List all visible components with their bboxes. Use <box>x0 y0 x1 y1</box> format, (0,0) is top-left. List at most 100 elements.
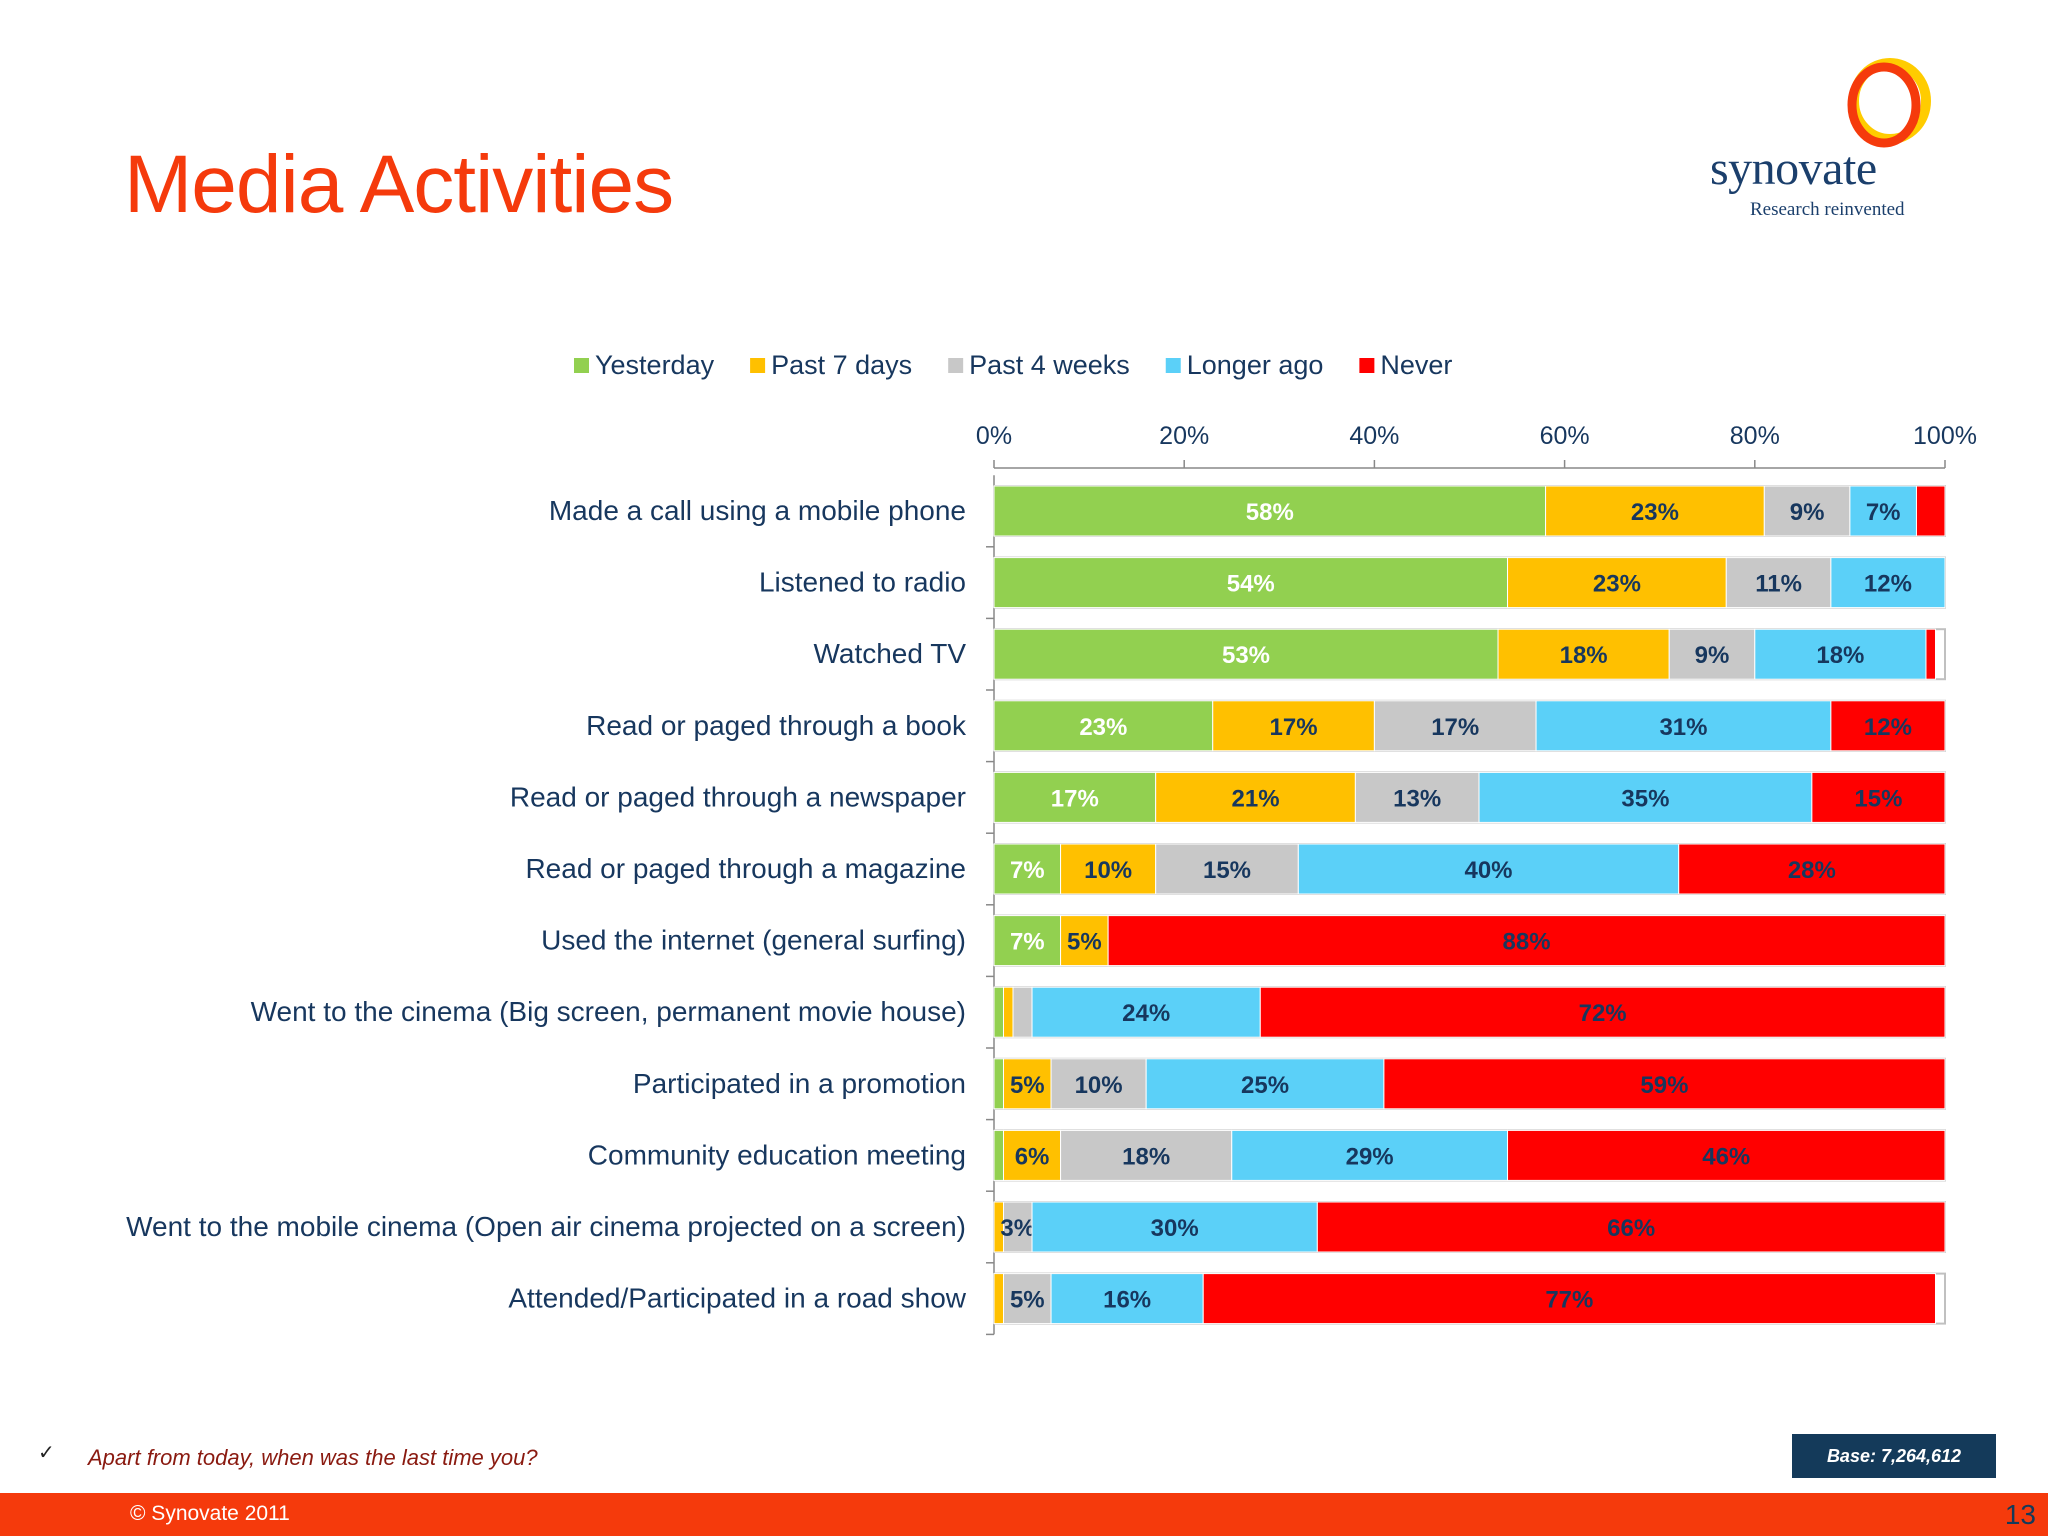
legend-label: Yesterday <box>595 350 715 380</box>
data-label: 23% <box>1593 571 1641 598</box>
bar-segment <box>1107 915 1946 967</box>
data-label: 66% <box>1607 1215 1655 1242</box>
base-badge: Base: 7,264,612 <box>1792 1434 1996 1478</box>
bar-segment <box>993 1058 1005 1110</box>
data-label: 17% <box>1051 785 1099 812</box>
bar-segment <box>1507 557 1727 609</box>
x-tick-label: 40% <box>1349 422 1399 450</box>
legend-swatch <box>574 358 589 373</box>
bar-segment <box>1925 628 1936 680</box>
synovate-logo: synovate Research reinvented <box>1700 55 1940 230</box>
category-label: Read or paged through a magazine <box>525 853 966 884</box>
bar-segment <box>1535 700 1832 752</box>
category-label: Listened to radio <box>759 567 966 598</box>
bar-segment <box>1003 1273 1052 1325</box>
logo-tagline: Research reinvented <box>1750 199 1905 220</box>
bar-segment <box>1031 986 1261 1038</box>
bar-segment <box>1497 628 1670 680</box>
bar-segment <box>1915 485 1946 537</box>
bar-segment <box>1060 1129 1233 1181</box>
bar-segment <box>1316 1201 1946 1253</box>
copyright: © Synovate 2011 <box>130 1502 290 1525</box>
category-label: Attended/Participated in a road show <box>508 1283 966 1314</box>
data-label: 10% <box>1075 1072 1123 1099</box>
x-tick-label: 0% <box>976 422 1012 450</box>
x-tick-label: 60% <box>1540 422 1590 450</box>
bar-segment <box>1545 485 1765 537</box>
data-label: 16% <box>1103 1287 1151 1314</box>
legend-swatch <box>948 358 964 373</box>
data-label: 5% <box>1010 1072 1045 1099</box>
bar-segment <box>1354 771 1480 823</box>
data-label: 21% <box>1232 785 1280 812</box>
category-label: Watched TV <box>813 638 966 669</box>
data-label: 18% <box>1560 642 1608 669</box>
data-label: 10% <box>1084 857 1132 884</box>
data-label: 11% <box>1755 571 1802 598</box>
bar-segment <box>1231 1129 1509 1181</box>
bar-segment <box>1003 986 1014 1038</box>
footnote: Apart from today, when was the last time… <box>88 1445 538 1470</box>
bar-segment <box>993 771 1157 823</box>
data-label: 15% <box>1203 857 1251 884</box>
category-label: Used the internet (general surfing) <box>541 925 966 956</box>
data-label: 72% <box>1579 1000 1627 1027</box>
data-label: 31% <box>1659 714 1707 741</box>
data-label: 88% <box>1503 929 1551 956</box>
legend-label: Never <box>1380 350 1452 380</box>
data-label: 18% <box>1816 642 1864 669</box>
bar-segment <box>1811 771 1946 823</box>
bar-segment <box>1259 986 1946 1038</box>
data-label: 17% <box>1431 714 1479 741</box>
logo-ring-icon <box>1847 58 1931 148</box>
data-label: 59% <box>1640 1072 1688 1099</box>
footer-bar: © Synovate 2011 13 <box>0 1493 2048 1536</box>
data-label: 30% <box>1151 1215 1199 1242</box>
data-label: 35% <box>1621 785 1669 812</box>
bar-segment <box>1478 771 1813 823</box>
data-label: 23% <box>1079 714 1127 741</box>
bar-segment <box>993 628 1499 680</box>
checkmark-icon: ✓ <box>38 1442 55 1464</box>
bar-segment <box>1060 843 1157 895</box>
data-label: 12% <box>1864 571 1912 598</box>
page-number: 13 <box>2004 1499 2036 1530</box>
category-label: Made a call using a mobile phone <box>549 495 966 526</box>
data-label: 15% <box>1854 785 1902 812</box>
data-label: 54% <box>1227 571 1275 598</box>
data-label: 5% <box>1010 1287 1045 1314</box>
data-label: 6% <box>1015 1143 1050 1170</box>
bar-segment <box>993 700 1214 752</box>
bar-segment <box>1725 557 1832 609</box>
bar-segment <box>1031 1201 1318 1253</box>
data-label: 40% <box>1464 857 1512 884</box>
page-title: Media Activities <box>124 139 674 230</box>
data-label: 46% <box>1702 1143 1750 1170</box>
legend-label: Longer ago <box>1187 350 1324 380</box>
legend-swatch <box>750 358 766 373</box>
bar-segment <box>1678 843 1946 895</box>
bar-segment <box>993 915 1062 967</box>
bar-segment <box>1202 1273 1936 1325</box>
bar-segment <box>993 1273 1005 1325</box>
bar-segment <box>1754 628 1927 680</box>
logo-wordmark: synovate <box>1710 142 1877 195</box>
category-label: Participated in a promotion <box>633 1068 966 1099</box>
bar-segment <box>993 986 1005 1038</box>
legend-swatch <box>1165 358 1181 373</box>
data-label: 13% <box>1393 785 1441 812</box>
data-label: 25% <box>1241 1072 1289 1099</box>
data-label: 18% <box>1122 1143 1170 1170</box>
bar-segment <box>1003 1129 1062 1181</box>
bar-segment <box>1145 1058 1385 1110</box>
bar-segment <box>1155 843 1299 895</box>
category-label: Read or paged through a book <box>586 710 967 741</box>
bar-segment <box>1507 1129 1946 1181</box>
data-label: 9% <box>1790 499 1825 526</box>
bar-segment <box>993 485 1547 537</box>
x-tick-label: 100% <box>1913 422 1977 450</box>
data-label: 9% <box>1695 642 1730 669</box>
category-label: Went to the cinema (Big screen, permanen… <box>251 996 966 1027</box>
legend-swatch <box>1359 358 1375 373</box>
data-label: 28% <box>1788 857 1836 884</box>
